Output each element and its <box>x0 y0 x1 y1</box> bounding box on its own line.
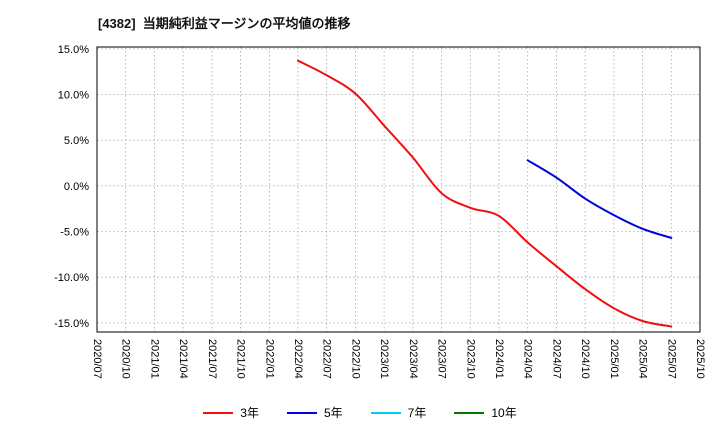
x-tick-label: 2020/10 <box>120 339 132 379</box>
line-chart-plot: 15.0%10.0%5.0%0.0%-5.0%-10.0%-15.0%2020/… <box>54 44 706 379</box>
x-tick-label: 2023/04 <box>407 339 419 379</box>
x-tick-label: 2020/07 <box>91 339 103 379</box>
legend-item-3y: 3年 <box>203 404 259 421</box>
legend-label-10y: 10年 <box>491 406 517 420</box>
x-tick-label: 2024/10 <box>579 339 591 379</box>
series-line-5年 <box>526 159 673 239</box>
y-tick-label: 0.0% <box>64 181 89 193</box>
x-tick-label: 2025/07 <box>665 339 677 379</box>
x-tick-label: 2021/10 <box>235 339 247 379</box>
x-tick-label: 2025/01 <box>608 339 620 379</box>
legend-label-5y: 5年 <box>323 406 343 420</box>
x-tick-label: 2021/07 <box>206 339 218 379</box>
chart-title: [4382] 当期純利益マージンの平均値の推移 <box>98 16 351 31</box>
y-tick-label: -5.0% <box>60 227 89 239</box>
legend-line-7y <box>370 411 401 414</box>
x-tick-label: 2024/01 <box>493 339 505 379</box>
x-tick-label: 2021/04 <box>177 339 189 379</box>
y-tick-label: 15.0% <box>58 44 89 56</box>
x-tick-label: 2021/01 <box>148 339 160 379</box>
legend-item-7y: 7年 <box>370 404 427 421</box>
y-tick-label: 5.0% <box>64 135 89 147</box>
x-tick-label: 2024/04 <box>522 339 534 379</box>
x-tick-label: 2022/04 <box>292 339 304 379</box>
y-tick-label: -15.0% <box>54 318 89 330</box>
series-line-3年 <box>297 59 673 328</box>
legend-item-10y: 10年 <box>454 404 517 421</box>
plot-border <box>96 46 701 333</box>
legend-label-7y: 7年 <box>407 406 427 420</box>
x-tick-label: 2025/10 <box>694 339 706 379</box>
chart-legend: 3年 5年 7年 10年 <box>0 404 720 421</box>
x-tick-label: 2025/04 <box>637 339 649 379</box>
legend-item-5y: 5年 <box>286 404 343 421</box>
x-tick-label: 2024/07 <box>550 339 562 379</box>
x-tick-label: 2023/07 <box>436 339 448 379</box>
legend-label-3y: 3年 <box>240 406 259 420</box>
legend-line-5y <box>286 411 317 414</box>
legend-line-10y <box>454 411 485 414</box>
legend-line-3y <box>203 411 234 414</box>
x-tick-label: 2022/10 <box>349 339 361 379</box>
x-tick-label: 2023/01 <box>378 339 390 379</box>
x-tick-label: 2023/10 <box>464 339 476 379</box>
y-tick-label: -10.0% <box>54 272 89 284</box>
y-tick-label: 10.0% <box>58 90 89 102</box>
x-tick-label: 2022/07 <box>321 339 333 379</box>
x-tick-label: 2022/01 <box>263 339 275 379</box>
